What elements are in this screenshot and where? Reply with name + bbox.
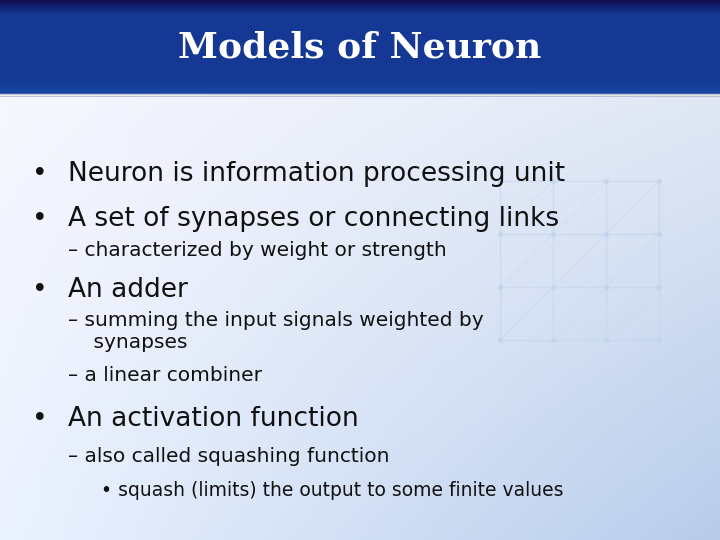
Text: •: • — [32, 206, 48, 232]
Text: An adder: An adder — [68, 277, 188, 303]
Text: – a linear combiner: – a linear combiner — [68, 366, 262, 386]
Text: •: • — [32, 161, 48, 187]
Text: – also called squashing function: – also called squashing function — [68, 447, 390, 465]
Text: •: • — [32, 277, 48, 303]
Text: – characterized by weight or strength: – characterized by weight or strength — [68, 241, 447, 260]
Text: Neuron is information processing unit: Neuron is information processing unit — [68, 161, 565, 187]
Text: Models of Neuron: Models of Neuron — [179, 30, 541, 64]
Text: An activation function: An activation function — [68, 406, 359, 431]
Text: •: • — [32, 406, 48, 431]
Text: – summing the input signals weighted by
    synapses: – summing the input signals weighted by … — [68, 311, 484, 352]
Text: A set of synapses or connecting links: A set of synapses or connecting links — [68, 206, 559, 232]
Text: • squash (limits) the output to some finite values: • squash (limits) the output to some fin… — [101, 482, 563, 501]
